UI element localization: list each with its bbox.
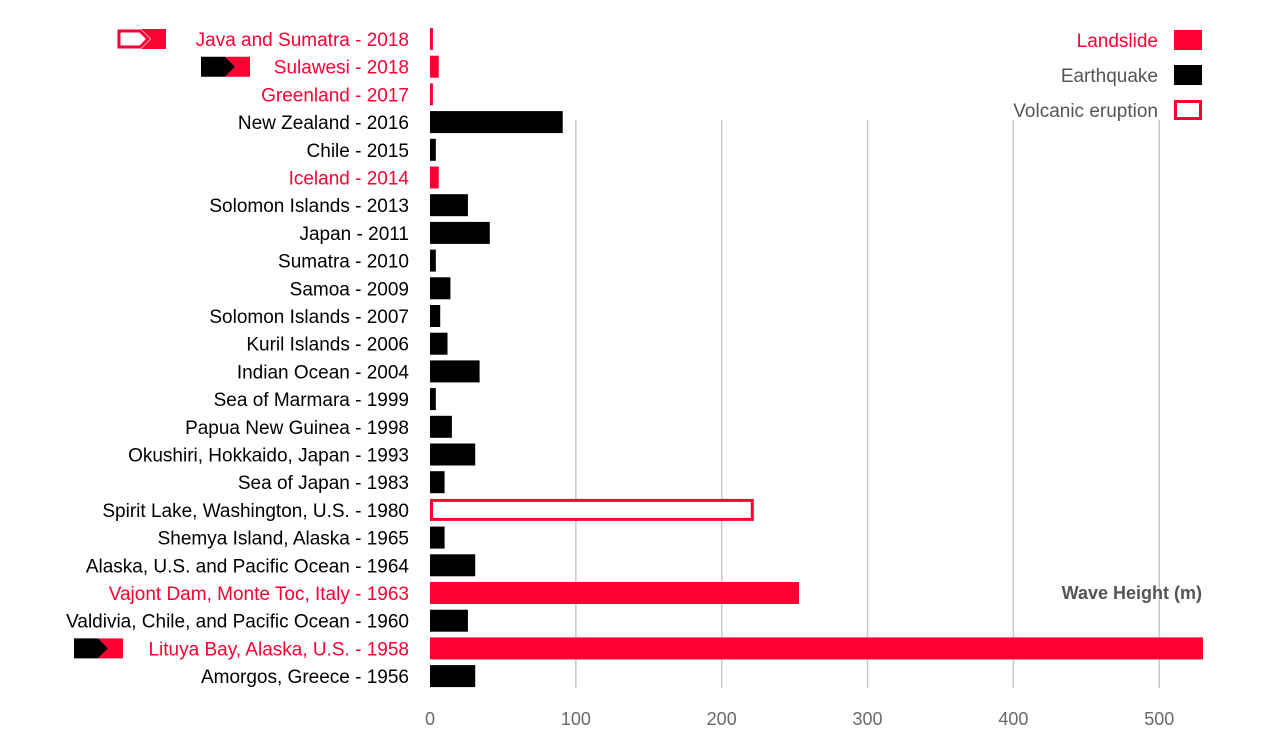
x-axis-title: Wave Height (m) (1062, 583, 1202, 603)
bar-chile-2015 (430, 138, 436, 161)
bar-iceland-2014 (430, 166, 439, 189)
bar-sumatra-2010 (430, 249, 436, 272)
bar-java-and-sumatra-2018 (430, 28, 433, 50)
bar-spirit-lake-washington-u-s-1980 (430, 498, 754, 521)
category-label-chile-2015: Chile - 2015 (307, 141, 409, 162)
x-tick-label-500: 500 (1144, 709, 1174, 729)
category-label-sulawesi-2018: Sulawesi - 2018 (274, 58, 409, 79)
category-label-indian-ocean-2004: Indian Ocean - 2004 (237, 362, 410, 383)
bar-shemya-island-alaska-1965 (430, 526, 445, 549)
bar-kuril-islands-2006 (430, 332, 448, 355)
category-label-vajont-dam-monte-toc-italy-1963: Vajont Dam, Monte Toc, Italy - 1963 (109, 584, 409, 605)
category-label-solomon-islands-2007: Solomon Islands - 2007 (209, 307, 409, 328)
marker-earthquake-piece (74, 638, 108, 659)
marker-volcanic-piece (117, 29, 151, 49)
marker-earthquake-piece (201, 56, 235, 77)
marker-landslide-piece (225, 56, 250, 77)
type-marker-java-and-sumatra-2018 (117, 29, 166, 49)
bar-papua-new-guinea-1998 (430, 415, 452, 438)
legend: Landslide Earthquake Volcanic eruption (1013, 30, 1202, 122)
bar-greenland-2017 (430, 83, 433, 106)
x-tick-label-300: 300 (853, 709, 883, 729)
bar-sea-of-japan-1983 (430, 471, 445, 494)
type-marker-sulawesi-2018 (201, 56, 250, 77)
type-marker-lituya-bay-alaska-u-s-1958 (74, 638, 123, 659)
bar-valdivia-chile-and-pacific-ocean-1960 (430, 609, 468, 632)
category-label-java-and-sumatra-2018: Java and Sumatra - 2018 (196, 30, 409, 51)
category-label-kuril-islands-2006: Kuril Islands - 2006 (246, 335, 409, 356)
bar-sulawesi-2018 (430, 55, 439, 78)
legend-swatch-volcanic-eruption (1174, 100, 1202, 120)
marker-landslide-piece (98, 638, 123, 659)
category-label-lituya-bay-alaska-u-s-1958: Lituya Bay, Alaska, U.S. - 1958 (148, 639, 409, 660)
category-label-amorgos-greece-1956: Amorgos, Greece - 1956 (201, 667, 409, 688)
legend-label-landslide: Landslide (1077, 31, 1158, 52)
x-axis-ticks: 0 100 200 300 400 500 (425, 709, 1174, 729)
category-label-solomon-islands-2013: Solomon Islands - 2013 (209, 196, 409, 217)
type-markers (74, 29, 250, 659)
bars (430, 28, 1203, 688)
category-label-sea-of-marmara-1999: Sea of Marmara - 1999 (214, 390, 409, 411)
bar-new-zealand-2016 (430, 111, 563, 134)
category-label-japan-2011: Japan - 2011 (299, 224, 409, 245)
legend-label-volcanic-eruption: Volcanic eruption (1013, 101, 1158, 122)
category-labels: Java and Sumatra - 2018 Sulawesi - 2018 Gr… (66, 30, 409, 688)
bar-solomon-islands-2013 (430, 194, 468, 217)
category-label-sea-of-japan-1983: Sea of Japan - 1983 (238, 473, 409, 494)
category-label-iceland-2014: Iceland - 2014 (289, 169, 410, 190)
x-tick-label-400: 400 (998, 709, 1028, 729)
legend-swatch-earthquake (1174, 65, 1202, 85)
category-label-shemya-island-alaska-1965: Shemya Island, Alaska - 1965 (158, 529, 409, 550)
bar-sea-of-marmara-1999 (430, 388, 436, 411)
bar-samoa-2009 (430, 277, 451, 300)
bar-alaska-u-s-and-pacific-ocean-1964 (430, 554, 476, 577)
bar-lituya-bay-alaska-u-s-1958 (430, 637, 1203, 660)
legend-swatch-landslide (1174, 30, 1202, 50)
category-label-papua-new-guinea-1998: Papua New Guinea - 1998 (185, 418, 409, 439)
category-label-alaska-u-s-and-pacific-ocean-1964: Alaska, U.S. and Pacific Ocean - 1964 (86, 556, 410, 577)
category-label-greenland-2017: Greenland - 2017 (261, 85, 409, 106)
bar-okushiri-hokkaido-japan-1993 (430, 443, 476, 466)
legend-label-earthquake: Earthquake (1061, 66, 1158, 87)
category-label-okushiri-hokkaido-japan-1993: Okushiri, Hokkaido, Japan - 1993 (128, 446, 409, 467)
bar-solomon-islands-2007 (430, 305, 441, 327)
category-label-spirit-lake-washington-u-s-1980: Spirit Lake, Washington, U.S. - 1980 (102, 501, 409, 522)
x-tick-label-100: 100 (561, 709, 591, 729)
x-tick-label-200: 200 (707, 709, 737, 729)
bar-japan-2011 (430, 221, 490, 244)
category-label-sumatra-2010: Sumatra - 2010 (278, 252, 409, 273)
x-tick-label-0: 0 (425, 709, 435, 729)
marker-landslide-piece (141, 29, 166, 49)
bar-vajont-dam-monte-toc-italy-1963 (430, 582, 799, 604)
category-label-valdivia-chile-and-pacific-ocean-1960: Valdivia, Chile, and Pacific Ocean - 196… (66, 612, 409, 633)
category-label-samoa-2009: Samoa - 2009 (290, 279, 409, 300)
category-label-new-zealand-2016: New Zealand - 2016 (238, 113, 409, 134)
bar-indian-ocean-2004 (430, 360, 480, 383)
bar-amorgos-greece-1956 (430, 665, 476, 688)
